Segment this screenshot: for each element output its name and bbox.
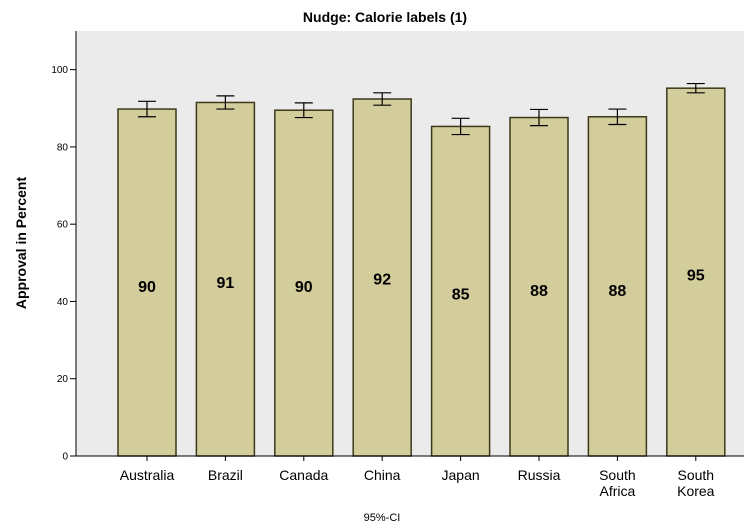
y-tick-label: 0 [62, 452, 68, 463]
x-tick-label: South [599, 467, 636, 483]
error-bar [686, 82, 705, 94]
x-tick-label: Russia [518, 467, 561, 483]
bar-value-label: 88 [530, 283, 548, 300]
bar-value-label: 85 [452, 287, 470, 304]
error-bar [216, 95, 235, 110]
bar-value-label: 95 [687, 267, 705, 284]
bar-value-label: 91 [217, 275, 235, 292]
bar-value-label: 92 [373, 271, 391, 288]
error-bar [451, 117, 470, 136]
x-axis: Australia Brazil Canada China Japan Russia Sou… [76, 455, 744, 499]
x-tick-label: South [678, 467, 715, 483]
x-tick-label: Canada [279, 467, 328, 483]
bar [274, 109, 334, 457]
error-bar [530, 108, 548, 127]
x-tick-label: Africa [600, 483, 636, 499]
x-tick-label: China [364, 467, 401, 483]
y-tick-label: 80 [57, 142, 69, 153]
bar-value-label: 88 [609, 283, 627, 300]
chart-title: Nudge: Calorie labels (1) [303, 9, 467, 25]
bar [430, 125, 491, 457]
bars: 90 91 90 92 85 88 88 95 [117, 82, 726, 457]
ci-footnote: 95%-CI [364, 512, 401, 524]
error-bar [373, 92, 392, 106]
y-tick-label: 60 [57, 220, 69, 231]
error-bar [294, 102, 313, 119]
error-bar [138, 100, 156, 118]
x-tick-label: Australia [120, 467, 175, 483]
bar-value-label: 90 [138, 279, 156, 296]
y-tick-label: 20 [57, 374, 69, 385]
x-tick-label: Japan [442, 467, 480, 483]
x-tick-label: Brazil [208, 467, 243, 483]
x-tick-label: Korea [677, 483, 715, 499]
y-tick-label: 40 [57, 297, 69, 308]
y-tick-label: 100 [51, 65, 68, 76]
error-bar [608, 108, 627, 126]
y-axis: 0 20 40 60 80 100 [51, 31, 77, 463]
y-axis-label: Approval in Percent [13, 177, 29, 310]
bar-value-label: 90 [295, 279, 313, 296]
bar [509, 116, 569, 457]
